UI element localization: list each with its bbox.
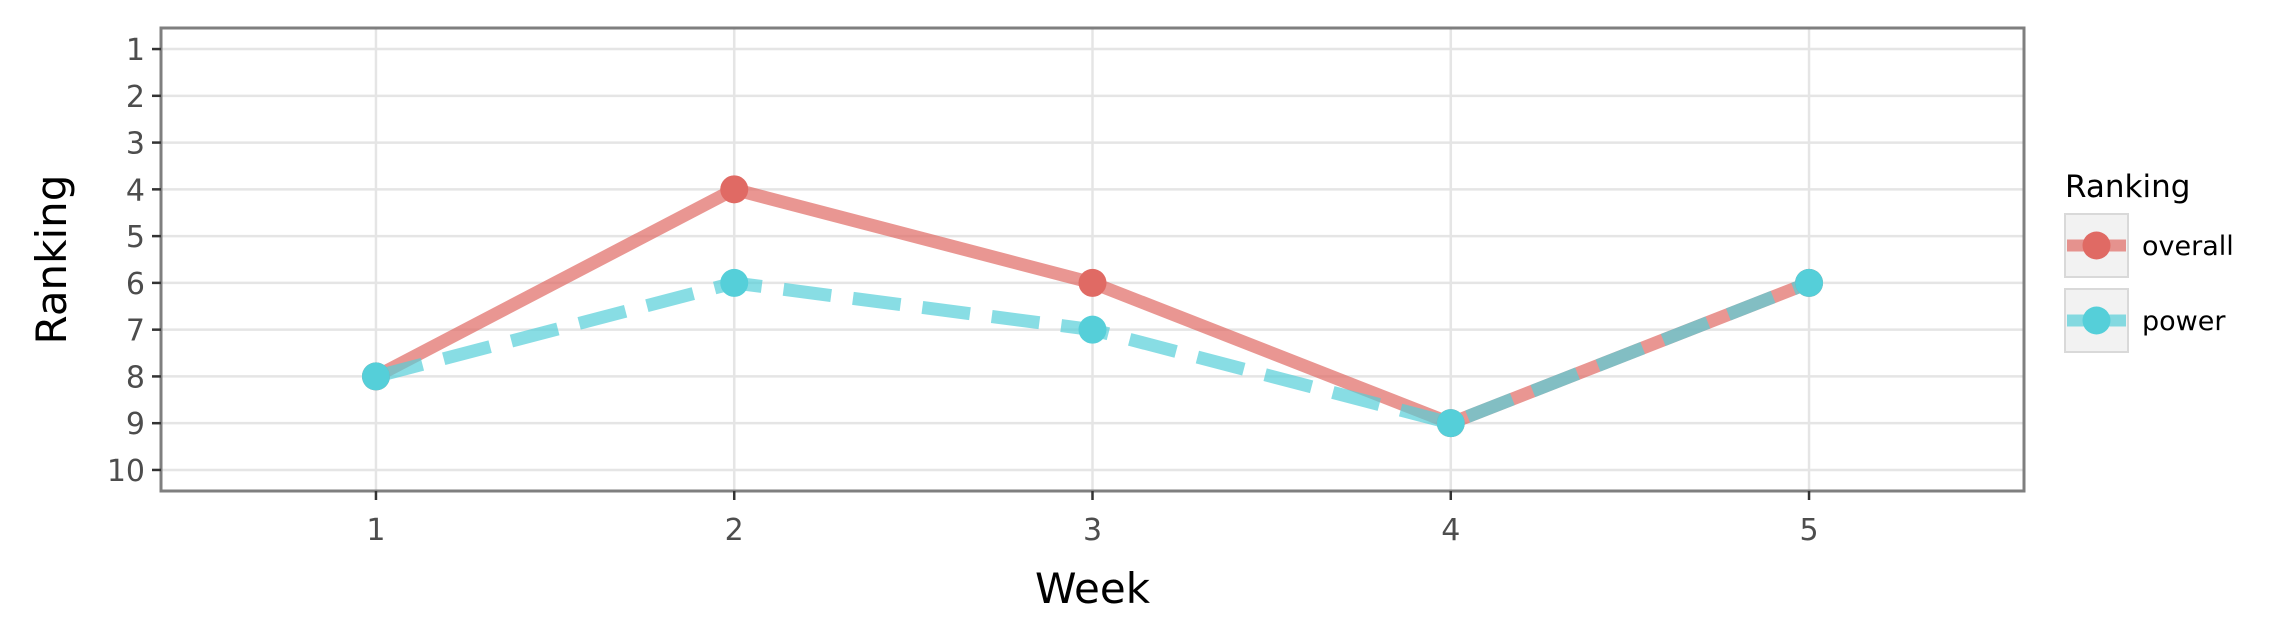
data-point-power	[1795, 268, 1824, 297]
legend: Ranking overall power	[2064, 169, 2234, 353]
y-tick-label: 5	[126, 220, 145, 255]
legend-label: overall	[2142, 231, 2234, 262]
data-point-overall	[720, 175, 749, 204]
legend-label: power	[2142, 306, 2226, 337]
y-axis-title: Ranking	[27, 175, 76, 345]
y-tick-label: 1	[126, 33, 145, 68]
x-tick-label: 5	[1799, 513, 1818, 548]
x-tick-label: 1	[366, 513, 385, 548]
axis-ticks: 1 2 3 4 5 6 7 8 9 10 1 2 3 4 5	[107, 33, 1819, 548]
x-tick-label: 3	[1083, 513, 1102, 548]
data-point-overall	[1078, 268, 1107, 297]
grid-lines	[161, 28, 2024, 491]
y-tick-label: 6	[126, 267, 145, 302]
x-tick-label: 2	[725, 513, 744, 548]
legend-title: Ranking	[2065, 169, 2190, 205]
data-point-power	[1436, 409, 1465, 438]
legend-item-overall: overall	[2064, 213, 2234, 278]
data-point-power	[1078, 315, 1107, 344]
y-tick-label: 8	[126, 360, 145, 395]
x-tick-label: 4	[1441, 513, 1460, 548]
y-tick-label: 9	[126, 407, 145, 442]
legend-item-power: power	[2064, 288, 2226, 353]
x-axis-title: Week	[1035, 564, 1151, 613]
y-tick-label: 2	[126, 80, 145, 115]
data-point-power	[720, 268, 749, 297]
data-point-power	[361, 362, 390, 391]
y-tick-label: 3	[126, 127, 145, 162]
y-tick-label: 4	[126, 173, 145, 208]
y-tick-label: 10	[107, 454, 145, 489]
legend-key-point	[2082, 231, 2111, 260]
series-points	[361, 175, 1824, 438]
y-tick-label: 7	[126, 314, 145, 349]
legend-key-point	[2082, 306, 2111, 335]
